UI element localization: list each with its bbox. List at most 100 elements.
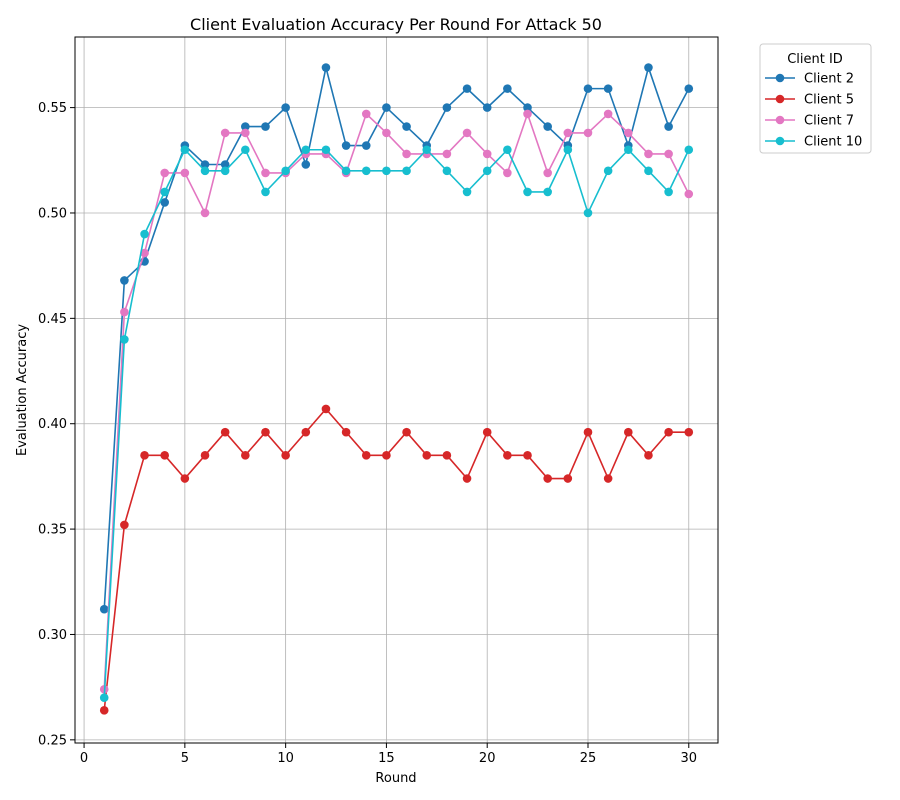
series-line	[103, 64, 690, 610]
data-point	[160, 187, 169, 197]
series-client-5	[99, 404, 694, 715]
data-point	[603, 84, 613, 93]
data-point	[644, 149, 653, 159]
data-point	[684, 427, 694, 437]
data-point	[361, 141, 371, 150]
series-client-2	[99, 63, 694, 614]
data-point	[503, 168, 512, 178]
series-line	[103, 407, 689, 711]
chart-title: Client Evaluation Accuracy Per Round For…	[190, 15, 602, 34]
data-point	[442, 149, 452, 159]
data-point	[583, 84, 593, 93]
legend-swatch-marker	[775, 136, 785, 146]
data-point	[321, 63, 331, 72]
series-line	[103, 111, 690, 690]
data-point	[120, 307, 129, 317]
data-point	[583, 427, 593, 437]
data-point	[583, 128, 593, 138]
legend-item: Client 5	[765, 93, 854, 108]
data-point	[462, 84, 472, 93]
data-point	[160, 198, 169, 207]
data-point	[442, 451, 452, 460]
data-point	[684, 84, 694, 93]
data-point	[462, 474, 472, 483]
x-tick-label: 25	[580, 751, 597, 766]
data-point	[583, 208, 593, 218]
data-point	[120, 335, 129, 344]
data-point	[180, 168, 190, 178]
data-point	[422, 451, 432, 460]
data-point	[462, 128, 472, 138]
data-point	[301, 145, 311, 155]
legend-label: Client 5	[804, 93, 854, 108]
data-point	[644, 451, 653, 460]
data-point	[664, 122, 673, 131]
data-point	[543, 474, 552, 483]
data-point	[261, 427, 270, 437]
data-point	[361, 109, 371, 119]
series-line	[103, 147, 690, 698]
data-point	[301, 160, 311, 169]
legend-label: Client 7	[804, 114, 854, 129]
data-point	[624, 128, 633, 138]
legend-swatch-marker	[775, 115, 785, 125]
data-point	[543, 168, 552, 178]
data-point	[382, 451, 391, 460]
data-point	[402, 122, 411, 131]
data-point	[160, 451, 169, 460]
x-tick-label: 30	[680, 751, 697, 766]
data-point	[462, 187, 472, 197]
data-point	[482, 427, 492, 437]
data-point	[503, 145, 512, 155]
data-point	[624, 145, 633, 155]
data-point	[624, 427, 633, 437]
y-tick-label: 0.25	[38, 733, 67, 748]
data-point	[361, 451, 371, 460]
data-point	[220, 160, 230, 169]
legend-swatch-marker	[775, 73, 785, 83]
data-point	[341, 166, 351, 176]
series-client-10	[99, 145, 694, 702]
data-point	[442, 103, 452, 112]
data-point	[644, 166, 653, 176]
data-point	[200, 451, 210, 460]
data-point	[281, 103, 290, 112]
data-point	[140, 229, 149, 239]
data-point	[523, 451, 532, 460]
data-point	[220, 427, 230, 437]
y-tick-label: 0.55	[38, 101, 67, 116]
data-point	[200, 160, 210, 169]
data-point	[120, 276, 129, 285]
data-point	[321, 404, 331, 414]
data-point	[220, 166, 230, 176]
data-point	[482, 166, 492, 176]
legend-swatch-marker	[775, 94, 785, 104]
data-point	[241, 145, 250, 155]
data-point	[382, 103, 391, 112]
data-point	[99, 693, 109, 702]
y-tick-label: 0.30	[38, 628, 67, 643]
legend-item: Client 7	[765, 114, 854, 129]
data-point	[200, 208, 210, 218]
data-point	[120, 520, 129, 530]
data-point	[523, 187, 532, 197]
data-point	[402, 149, 411, 159]
data-point	[220, 128, 230, 138]
data-point	[603, 166, 613, 176]
data-point	[442, 166, 452, 176]
y-tick-label: 0.40	[38, 417, 67, 432]
data-point	[563, 145, 573, 155]
data-point	[402, 427, 411, 437]
legend-label: Client 2	[804, 72, 854, 87]
legend-box	[759, 43, 872, 154]
data-point	[321, 145, 331, 155]
data-point	[241, 122, 250, 131]
data-point	[664, 149, 673, 159]
x-tick-label: 10	[277, 751, 294, 766]
data-point	[382, 166, 391, 176]
data-point	[281, 166, 290, 176]
data-point	[482, 149, 492, 159]
legend-label: Client 10	[804, 135, 862, 150]
y-tick-label: 0.50	[38, 206, 67, 221]
